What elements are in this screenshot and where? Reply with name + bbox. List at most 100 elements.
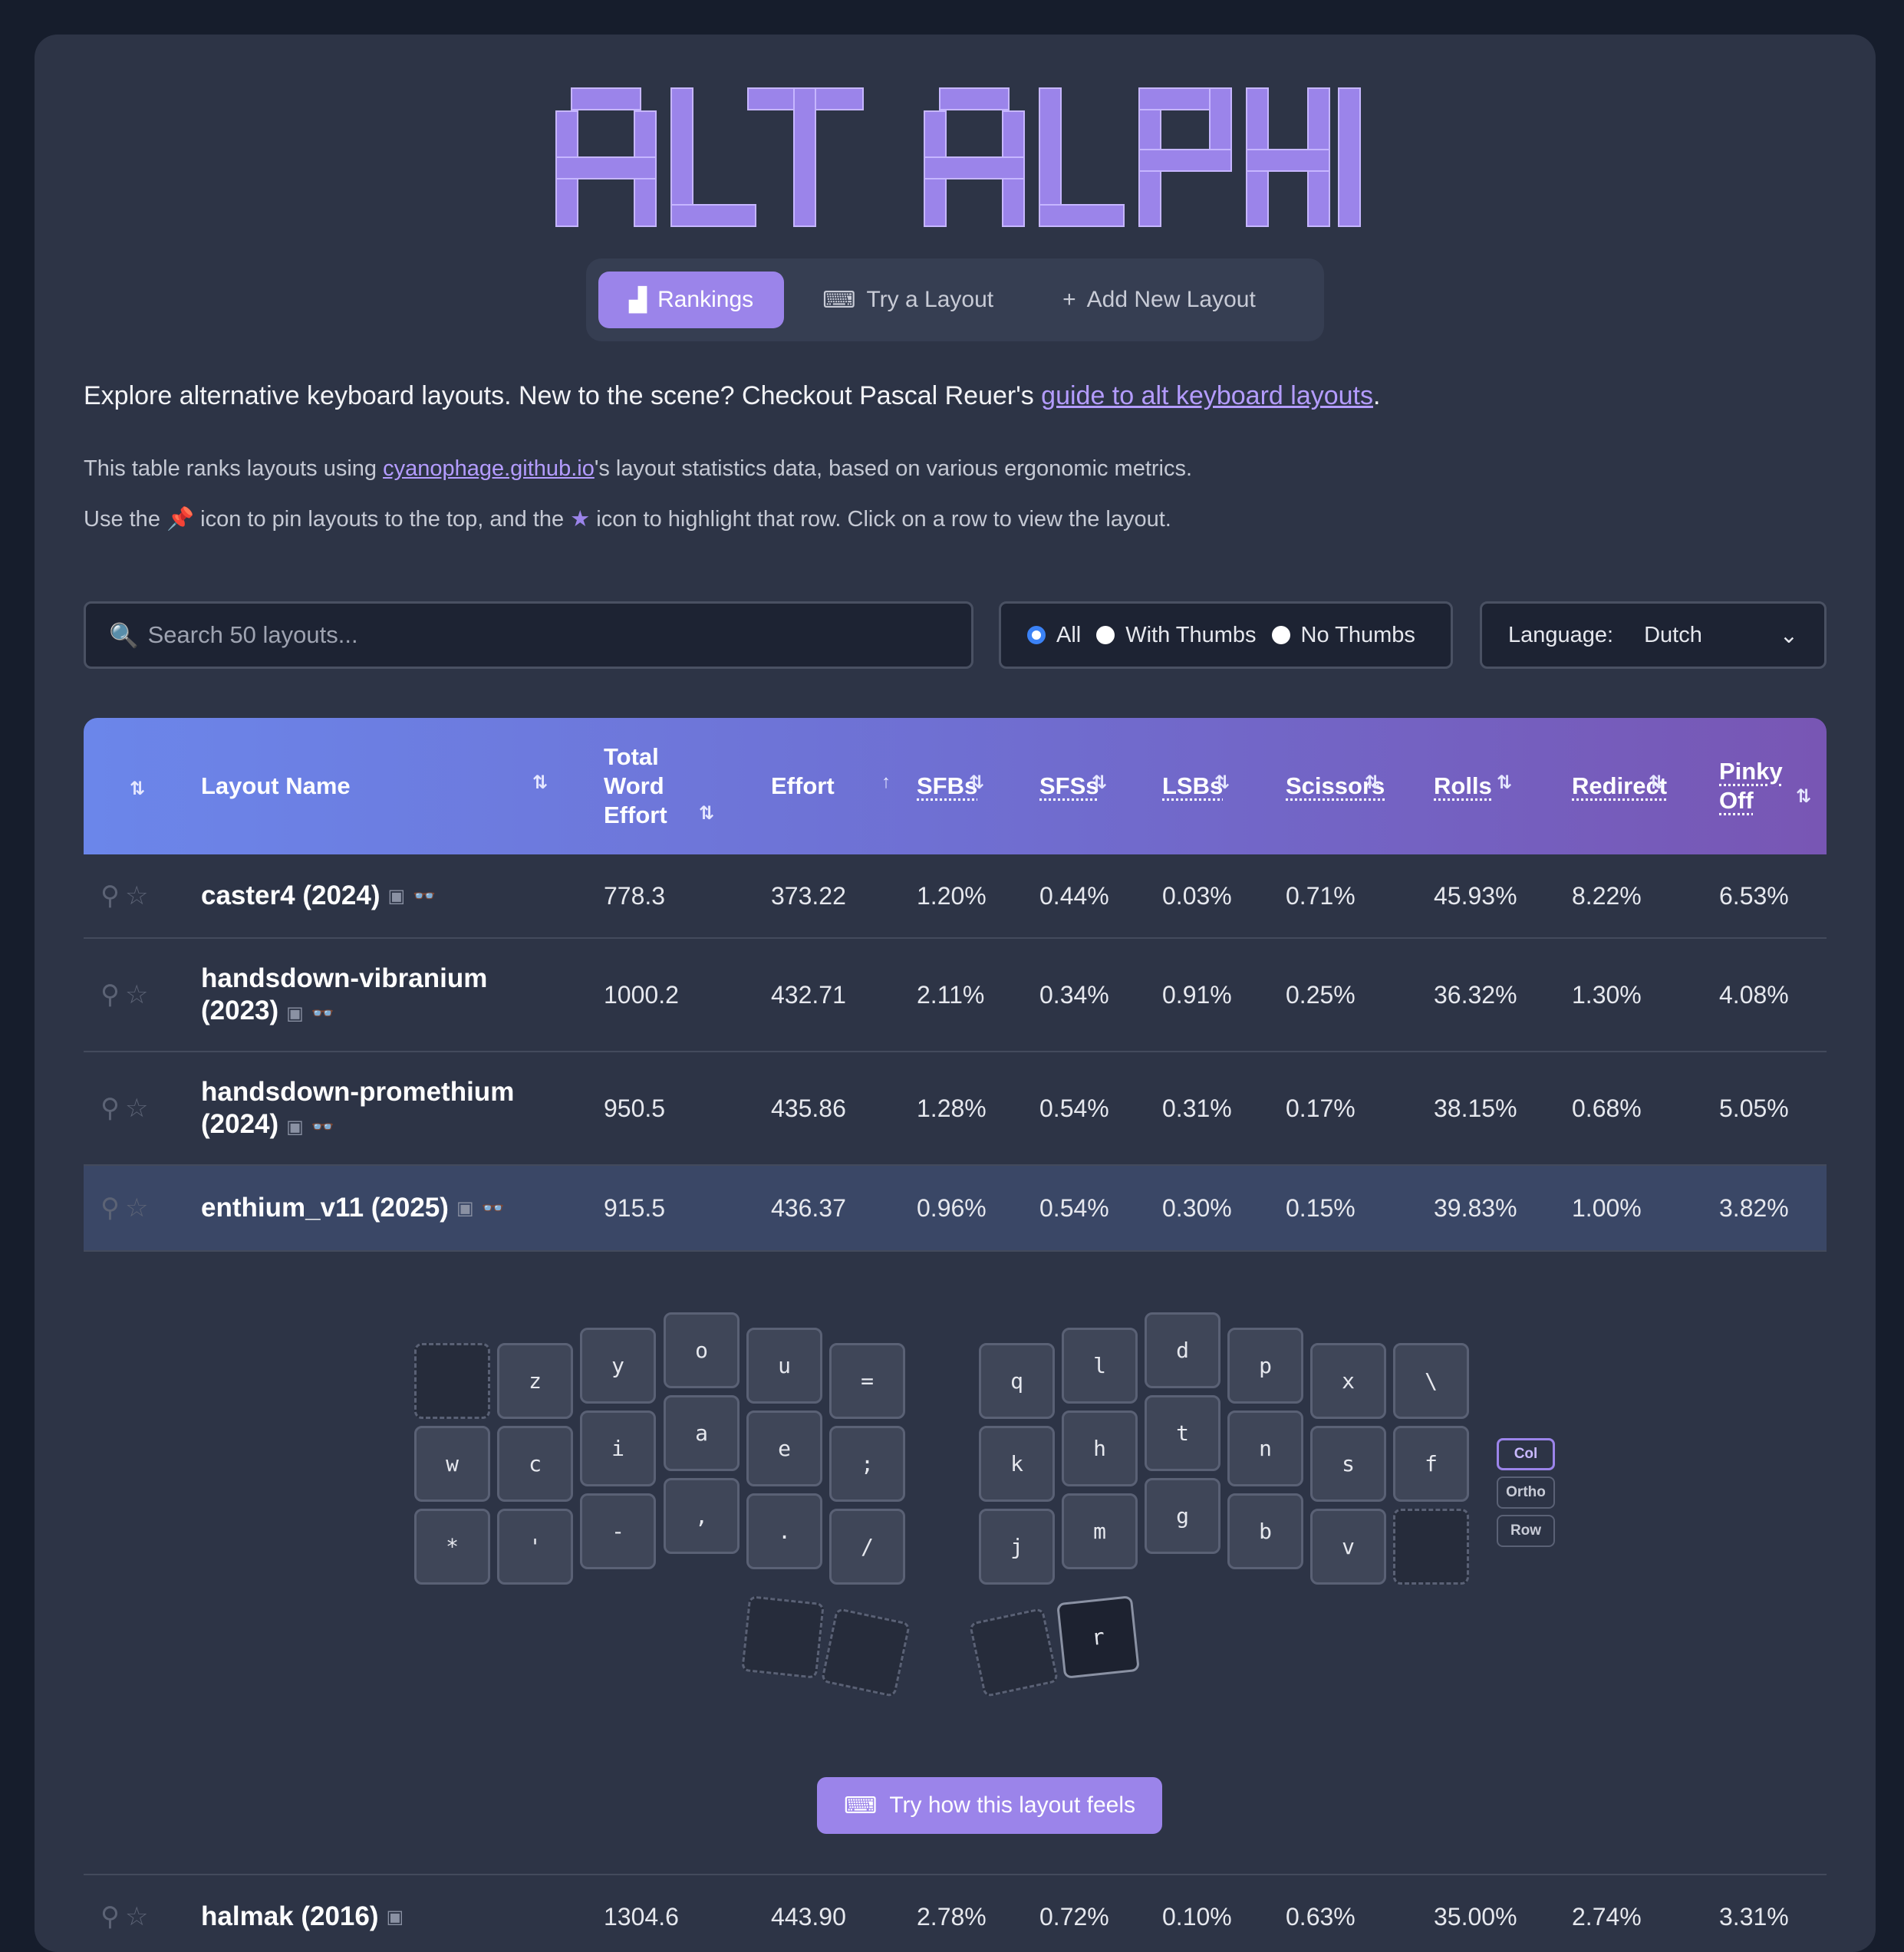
radio-with-thumbs[interactable] <box>1096 626 1115 644</box>
tab-add-layout[interactable]: + Add New Layout <box>1062 287 1256 312</box>
table-row[interactable]: ⚲ ☆ handsdown-vibranium (2023) ▣ 👓 1000.2 … <box>84 939 1827 1052</box>
chart-icon[interactable]: ▣ <box>286 1003 304 1024</box>
key[interactable]: h <box>1062 1411 1138 1486</box>
col-rolls[interactable]: Rolls <box>1434 772 1492 799</box>
col-redirect[interactable]: Redirect <box>1572 772 1668 799</box>
key[interactable]: g <box>1145 1478 1220 1554</box>
sort-icon[interactable]: ⇅ <box>699 803 715 824</box>
sort-icon[interactable]: ⇅ <box>1365 772 1381 793</box>
col-effort[interactable]: Effort <box>771 772 835 799</box>
table-row[interactable]: ⚲ ☆ caster4 (2024) ▣ 👓 778.3 373.22 1.20% … <box>84 854 1827 939</box>
pin-icon[interactable]: ⚲ <box>100 1193 120 1223</box>
key[interactable]: n <box>1227 1411 1303 1486</box>
try-layout-button[interactable]: ⌨ Try how this layout feels <box>817 1777 1162 1834</box>
glasses-icon[interactable]: 👓 <box>311 1117 334 1137</box>
key[interactable]: , <box>664 1478 740 1554</box>
sort-icon[interactable]: ⇅ <box>1092 772 1108 793</box>
key[interactable]: v <box>1310 1509 1386 1585</box>
col-lsbs[interactable]: LSBs <box>1162 772 1224 799</box>
chart-icon[interactable]: ▣ <box>387 885 406 907</box>
key[interactable]: f <box>1393 1426 1469 1502</box>
tab-rankings[interactable]: ▟ Rankings <box>598 272 785 328</box>
mode-row-button[interactable]: Row <box>1497 1515 1555 1547</box>
key[interactable]: = <box>829 1343 905 1419</box>
col-scissors[interactable]: Scissors <box>1286 772 1385 799</box>
cyanophage-link[interactable]: cyanophage.github.io <box>383 456 595 481</box>
key[interactable]: t <box>1145 1395 1220 1471</box>
key[interactable]: m <box>1062 1493 1138 1569</box>
sort-icon[interactable]: ⇅ <box>1796 786 1812 807</box>
keyboard-icon: ⌨ <box>844 1792 878 1819</box>
key[interactable]: q <box>979 1343 1055 1419</box>
star-icon[interactable]: ☆ <box>125 1094 149 1123</box>
language-select[interactable]: Language: Dutch ⌄ <box>1480 601 1827 669</box>
search-input[interactable]: 🔍 Search 50 layouts... <box>84 601 973 669</box>
star-icon[interactable]: ☆ <box>125 881 149 910</box>
radio-no-thumbs[interactable] <box>1271 626 1290 644</box>
key[interactable]: s <box>1310 1426 1386 1502</box>
key[interactable]: j <box>979 1509 1055 1585</box>
key[interactable] <box>1393 1509 1469 1585</box>
star-icon[interactable]: ☆ <box>125 1193 149 1223</box>
key[interactable]: l <box>1062 1328 1138 1404</box>
pin-icon[interactable]: ⚲ <box>100 881 120 910</box>
guide-link[interactable]: guide to alt keyboard layouts <box>1041 381 1373 410</box>
key[interactable]: * <box>414 1509 490 1585</box>
radio-all[interactable] <box>1027 626 1046 644</box>
key[interactable] <box>414 1343 490 1419</box>
table-row[interactable]: ⚲ ☆ handsdown-promethium (2024) ▣ 👓 950.5 … <box>84 1052 1827 1166</box>
glasses-icon[interactable]: 👓 <box>481 1197 505 1219</box>
key[interactable]: b <box>1227 1493 1303 1569</box>
key[interactable]: / <box>829 1509 905 1585</box>
col-sfbs[interactable]: SFBs <box>917 772 978 799</box>
chart-icon[interactable]: ▣ <box>286 1117 304 1137</box>
sort-icon[interactable]: ⇅ <box>130 778 146 799</box>
star-icon[interactable]: ☆ <box>125 980 149 1009</box>
chart-icon[interactable]: ▣ <box>386 1906 404 1927</box>
key[interactable]: k <box>979 1426 1055 1502</box>
sort-icon[interactable]: ⇅ <box>532 772 548 793</box>
key[interactable]: y <box>580 1328 656 1404</box>
key[interactable]: o <box>664 1312 740 1388</box>
key[interactable]: - <box>580 1493 656 1569</box>
mode-ortho-button[interactable]: Ortho <box>1497 1476 1555 1509</box>
thumb-key[interactable] <box>741 1595 825 1679</box>
sort-icon[interactable]: ⇅ <box>1497 772 1513 793</box>
key[interactable]: i <box>580 1411 656 1486</box>
key[interactable]: a <box>664 1395 740 1471</box>
thumb-key[interactable] <box>968 1607 1059 1698</box>
glasses-icon[interactable]: 👓 <box>413 885 436 907</box>
key[interactable]: \ <box>1393 1343 1469 1419</box>
sort-icon[interactable]: ⇅ <box>1214 772 1230 793</box>
key[interactable]: p <box>1227 1328 1303 1404</box>
pin-icon[interactable]: ⚲ <box>100 1094 120 1123</box>
mode-col-button[interactable]: Col <box>1497 1438 1555 1470</box>
pin-icon[interactable]: ⚲ <box>100 980 120 1009</box>
glasses-icon[interactable]: 👓 <box>311 1003 334 1024</box>
sort-icon[interactable]: ⇅ <box>1649 772 1665 793</box>
table-row-selected[interactable]: ⚲ ☆ enthium_v11 (2025) ▣ 👓 915.5 436.37 0.… <box>84 1166 1827 1252</box>
col-total-word-effort[interactable]: Total Word Effort <box>604 743 667 828</box>
pin-icon[interactable]: ⚲ <box>100 1902 120 1931</box>
sort-icon[interactable]: ⇅ <box>969 772 985 793</box>
star-icon[interactable]: ☆ <box>125 1902 149 1931</box>
key[interactable]: z <box>497 1343 573 1419</box>
thumb-key[interactable]: r <box>1056 1595 1140 1679</box>
key[interactable]: u <box>746 1328 822 1404</box>
key[interactable]: ; <box>829 1426 905 1502</box>
key[interactable]: e <box>746 1411 822 1486</box>
col-layout-name[interactable]: Layout Name <box>201 772 351 799</box>
key[interactable]: w <box>414 1426 490 1502</box>
key[interactable]: d <box>1145 1312 1220 1388</box>
chart-icon[interactable]: ▣ <box>456 1197 474 1219</box>
col-pinky-off[interactable]: Pinky Off <box>1719 758 1783 814</box>
key[interactable]: ' <box>497 1509 573 1585</box>
col-sfss[interactable]: SFSs <box>1039 772 1099 799</box>
key[interactable]: x <box>1310 1343 1386 1419</box>
table-row[interactable]: ⚲ ☆ halmak (2016) ▣ 1304.6 443.90 2.78% 0… <box>84 1874 1827 1952</box>
sort-asc-icon[interactable]: ↑ <box>881 772 891 792</box>
key[interactable]: . <box>746 1493 822 1569</box>
key[interactable]: c <box>497 1426 573 1502</box>
thumb-key[interactable] <box>820 1607 911 1698</box>
tab-try-layout[interactable]: ⌨ Try a Layout <box>822 287 994 313</box>
